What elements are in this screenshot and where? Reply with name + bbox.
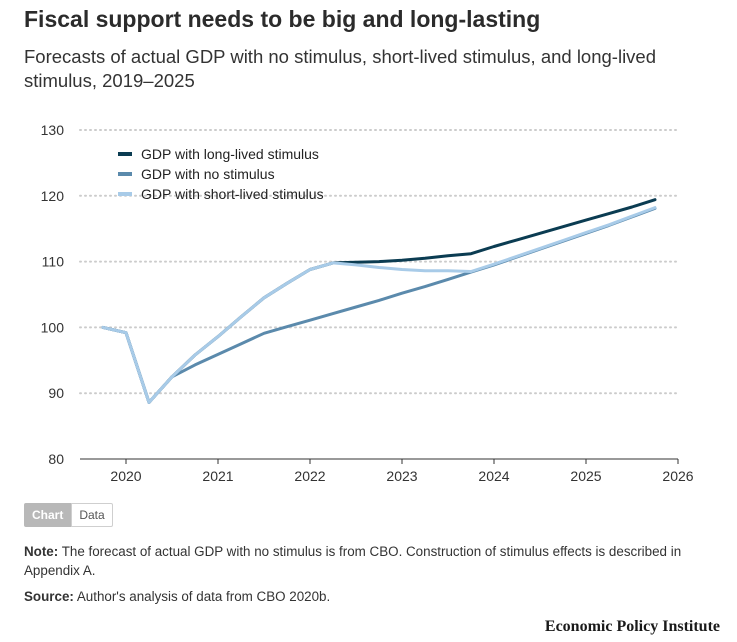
y-tick-label: 130	[41, 122, 65, 138]
view-toggle: Chart Data	[24, 503, 113, 527]
legend-label-2: GDP with short-lived stimulus	[141, 186, 324, 202]
source-label: Source:	[24, 589, 74, 604]
series-line-2	[101, 206, 657, 404]
publisher-logo: Economic Policy Institute	[544, 618, 720, 635]
legend-label-0: GDP with long-lived stimulus	[141, 146, 319, 162]
chart-subtitle: Forecasts of actual GDP with no stimulus…	[24, 46, 657, 91]
source-text: Source: Author's analysis of data from C…	[24, 589, 330, 604]
data-tab[interactable]: Data	[71, 503, 113, 527]
source-body: Author's analysis of data from CBO 2020b…	[73, 589, 331, 604]
x-tick-label: 2020	[110, 468, 141, 484]
y-tick-label: 80	[48, 451, 64, 467]
x-tick-label: 2024	[478, 468, 509, 484]
chart-title: Fiscal support needs to be big and long-…	[24, 6, 541, 32]
chart-tab[interactable]: Chart	[24, 503, 72, 527]
note-text: Note: The forecast of actual GDP with no…	[24, 542, 694, 580]
y-tick-label: 100	[41, 319, 65, 335]
line-chart: 80 90 100 110 120 130 2020 2021 2022 2023 2024 2025…	[41, 122, 694, 484]
legend: GDP with long-lived stimulus GDP with no …	[118, 146, 324, 202]
x-tick-label: 2021	[202, 468, 233, 484]
series-lines	[101, 198, 657, 404]
axes: 80 90 100 110 120 130 2020 2021 2022 2023 2024 2025…	[41, 122, 694, 484]
note-body: The forecast of actual GDP with no stimu…	[24, 544, 682, 578]
y-tick-label: 120	[41, 188, 65, 204]
y-tick-label: 110	[42, 254, 65, 270]
x-tick-label: 2023	[386, 468, 417, 484]
x-tick-label: 2026	[662, 468, 693, 484]
y-tick-label: 90	[48, 385, 64, 401]
x-tick-label: 2025	[570, 468, 601, 484]
x-tick-label: 2022	[294, 468, 325, 484]
legend-label-1: GDP with no stimulus	[141, 166, 275, 182]
note-label: Note:	[24, 544, 59, 559]
